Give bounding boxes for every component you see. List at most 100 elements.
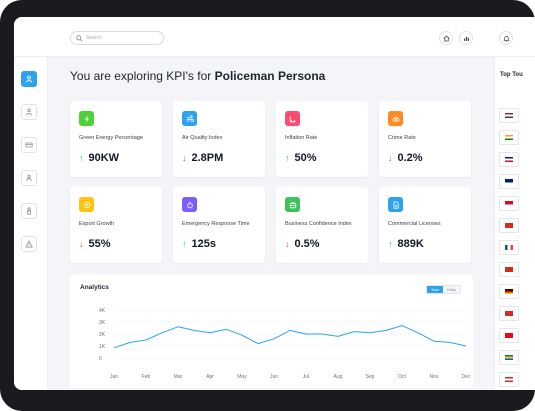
sidebar-item-profile[interactable]	[21, 71, 37, 87]
kpi-value: 55%	[88, 238, 111, 250]
x-tick-label: Jan	[110, 374, 118, 380]
kpi-card-inflation[interactable]: Inflation Rate ↑ 50%	[276, 101, 368, 177]
flag-in-icon	[505, 135, 513, 140]
toggle-daily[interactable]: Daily	[443, 286, 460, 293]
flag-gb-icon	[505, 157, 513, 162]
country-flag-item[interactable]	[499, 196, 519, 211]
search-icon	[76, 34, 83, 42]
kpi-card-emergency-response[interactable]: Emergency Response Time ↑ 125s	[173, 187, 265, 263]
person-stand-icon	[27, 207, 31, 215]
kpi-value-row: ↑ 90KW	[79, 152, 119, 164]
country-flag-item[interactable]	[499, 130, 519, 145]
kpi-value-row: ↑ 125s	[182, 238, 216, 250]
app-screen: You are exploring KPI's for Policeman Pe…	[14, 17, 535, 390]
flag-id-icon	[505, 201, 513, 206]
country-flag-item[interactable]	[499, 328, 519, 343]
kpi-label: Inflation Rate	[285, 135, 318, 141]
home-icon	[442, 35, 450, 41]
toggle-year[interactable]: Year	[427, 286, 444, 293]
sidebar-item-card[interactable]	[21, 137, 37, 153]
home-button[interactable]	[439, 31, 453, 45]
flag-fr-icon	[505, 245, 513, 250]
briefcase-icon	[289, 201, 296, 208]
country-flag-item[interactable]	[499, 240, 519, 255]
kpi-value-row: ↓ 0.2%	[388, 152, 423, 164]
y-tick-label: 1K	[99, 344, 106, 350]
kpi-card-business-confidence[interactable]: Business Confidence Index ↓ 0.5%	[276, 187, 368, 263]
bell-icon	[502, 35, 510, 42]
x-tick-label: Nov	[430, 374, 439, 380]
kpi-value: 125s	[191, 238, 216, 250]
sidebar-item-person-outline[interactable]	[21, 170, 37, 186]
series-line	[113, 325, 467, 349]
kpi-label: Export Growth	[79, 221, 115, 227]
y-tick-label: 0	[99, 356, 102, 362]
x-tick-label: Oct	[398, 374, 406, 380]
search-input[interactable]	[86, 35, 156, 41]
country-flag-item[interactable]	[499, 350, 519, 365]
kpi-label: Air Quality Index	[182, 135, 223, 141]
y-tick-label: 3K	[99, 320, 106, 326]
page-title: You are exploring KPI's for Policeman Pe…	[70, 69, 325, 83]
country-flag-item[interactable]	[499, 152, 519, 167]
country-flag-item[interactable]	[499, 262, 519, 277]
kpi-label: Emergency Response Time	[182, 221, 250, 227]
kpi-icon-bg	[182, 111, 197, 126]
lightning-icon	[84, 115, 89, 122]
country-flag-item[interactable]	[499, 306, 519, 321]
trend-down-icon: ↓	[285, 239, 290, 249]
search-box[interactable]	[70, 31, 164, 45]
trend-down-icon: ↓	[388, 153, 393, 163]
kpi-card-green-energy[interactable]: Green Energy Percentage ↑ 90KW	[70, 101, 162, 177]
trend-up-icon: ↑	[285, 153, 290, 163]
trend-up-icon: ↑	[182, 239, 187, 249]
right-panel-title: Top Tou	[500, 72, 523, 78]
page-title-prefix: You are exploring KPI's for	[70, 69, 215, 83]
kpi-value: 0.5%	[294, 238, 320, 250]
trend-up-icon: ↑	[79, 153, 84, 163]
kpi-icon-bg	[285, 111, 300, 126]
x-tick-label: Dec	[462, 374, 471, 380]
sidebar-item-alerts[interactable]	[21, 236, 37, 252]
sidebar-item-person[interactable]	[21, 104, 37, 120]
x-tick-label: Mar	[174, 374, 183, 380]
country-flag-item[interactable]	[499, 372, 519, 387]
kpi-value-row: ↓ 0.5%	[285, 238, 320, 250]
user-badge-icon	[26, 75, 32, 83]
notifications-button[interactable]	[499, 31, 513, 45]
persona-name: Policeman Persona	[214, 69, 326, 83]
kpi-icon-bg	[79, 111, 94, 126]
right-panel: Top Tou	[494, 57, 535, 390]
chart-icon	[463, 36, 469, 41]
flag-se-icon	[505, 355, 513, 360]
country-flag-item[interactable]	[499, 218, 519, 233]
top-bar	[14, 17, 535, 57]
left-sidebar	[14, 57, 48, 390]
sidebar-item-person-stand[interactable]	[21, 203, 37, 219]
kpi-card-crime-rate[interactable]: Crime Rate ↓ 0.2%	[379, 101, 471, 177]
x-tick-label: Feb	[142, 374, 151, 380]
kpi-card-export-growth[interactable]: Export Growth ↓ 55%	[70, 187, 162, 263]
country-flag-item[interactable]	[499, 108, 519, 123]
country-flag-item[interactable]	[499, 174, 519, 189]
x-tick-label: Sep	[366, 374, 375, 380]
period-toggle: Year Daily	[426, 285, 461, 294]
kpi-value: 50%	[294, 152, 317, 164]
kpi-card-air-quality[interactable]: Air Quality Index ↓ 2.8PM	[173, 101, 265, 177]
kpi-label: Crime Rate	[388, 135, 416, 141]
trend-down-icon: ↓	[79, 239, 84, 249]
person-icon	[26, 108, 32, 116]
coin-icon	[83, 201, 90, 208]
stats-button[interactable]	[459, 31, 473, 45]
kpi-value-row: ↑ 50%	[285, 152, 317, 164]
kpi-value-row: ↑ 889K	[388, 238, 424, 250]
kpi-card-commercial-licenses[interactable]: Commercial Licenses ↑ 889K	[379, 187, 471, 263]
country-flag-item[interactable]	[499, 284, 519, 299]
x-tick-label: Jun	[270, 374, 278, 380]
flag-ch-icon	[505, 223, 513, 228]
flag-au-icon	[505, 179, 513, 184]
x-tick-label: Jul	[303, 374, 309, 380]
x-tick-label: Apr	[206, 374, 214, 380]
card-icon	[25, 142, 33, 148]
